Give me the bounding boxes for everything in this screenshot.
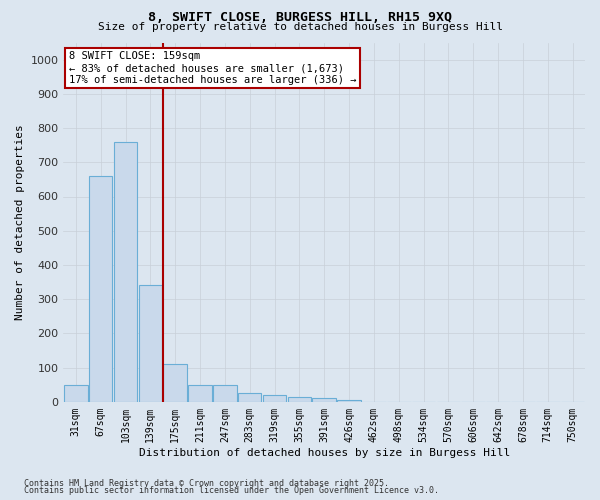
- Text: Contains public sector information licensed under the Open Government Licence v3: Contains public sector information licen…: [24, 486, 439, 495]
- Text: Size of property relative to detached houses in Burgess Hill: Size of property relative to detached ho…: [97, 22, 503, 32]
- Text: Contains HM Land Registry data © Crown copyright and database right 2025.: Contains HM Land Registry data © Crown c…: [24, 478, 389, 488]
- Text: 8, SWIFT CLOSE, BURGESS HILL, RH15 9XQ: 8, SWIFT CLOSE, BURGESS HILL, RH15 9XQ: [148, 11, 452, 24]
- Bar: [114, 142, 137, 402]
- Bar: [263, 395, 286, 402]
- Bar: [188, 384, 212, 402]
- X-axis label: Distribution of detached houses by size in Burgess Hill: Distribution of detached houses by size …: [139, 448, 510, 458]
- Bar: [238, 394, 262, 402]
- Bar: [139, 286, 162, 402]
- Bar: [213, 384, 236, 402]
- Text: 8 SWIFT CLOSE: 159sqm
← 83% of detached houses are smaller (1,673)
17% of semi-d: 8 SWIFT CLOSE: 159sqm ← 83% of detached …: [68, 52, 356, 84]
- Bar: [89, 176, 112, 402]
- Bar: [313, 398, 336, 402]
- Bar: [287, 396, 311, 402]
- Y-axis label: Number of detached properties: Number of detached properties: [15, 124, 25, 320]
- Bar: [64, 384, 88, 402]
- Bar: [163, 364, 187, 402]
- Bar: [337, 400, 361, 402]
